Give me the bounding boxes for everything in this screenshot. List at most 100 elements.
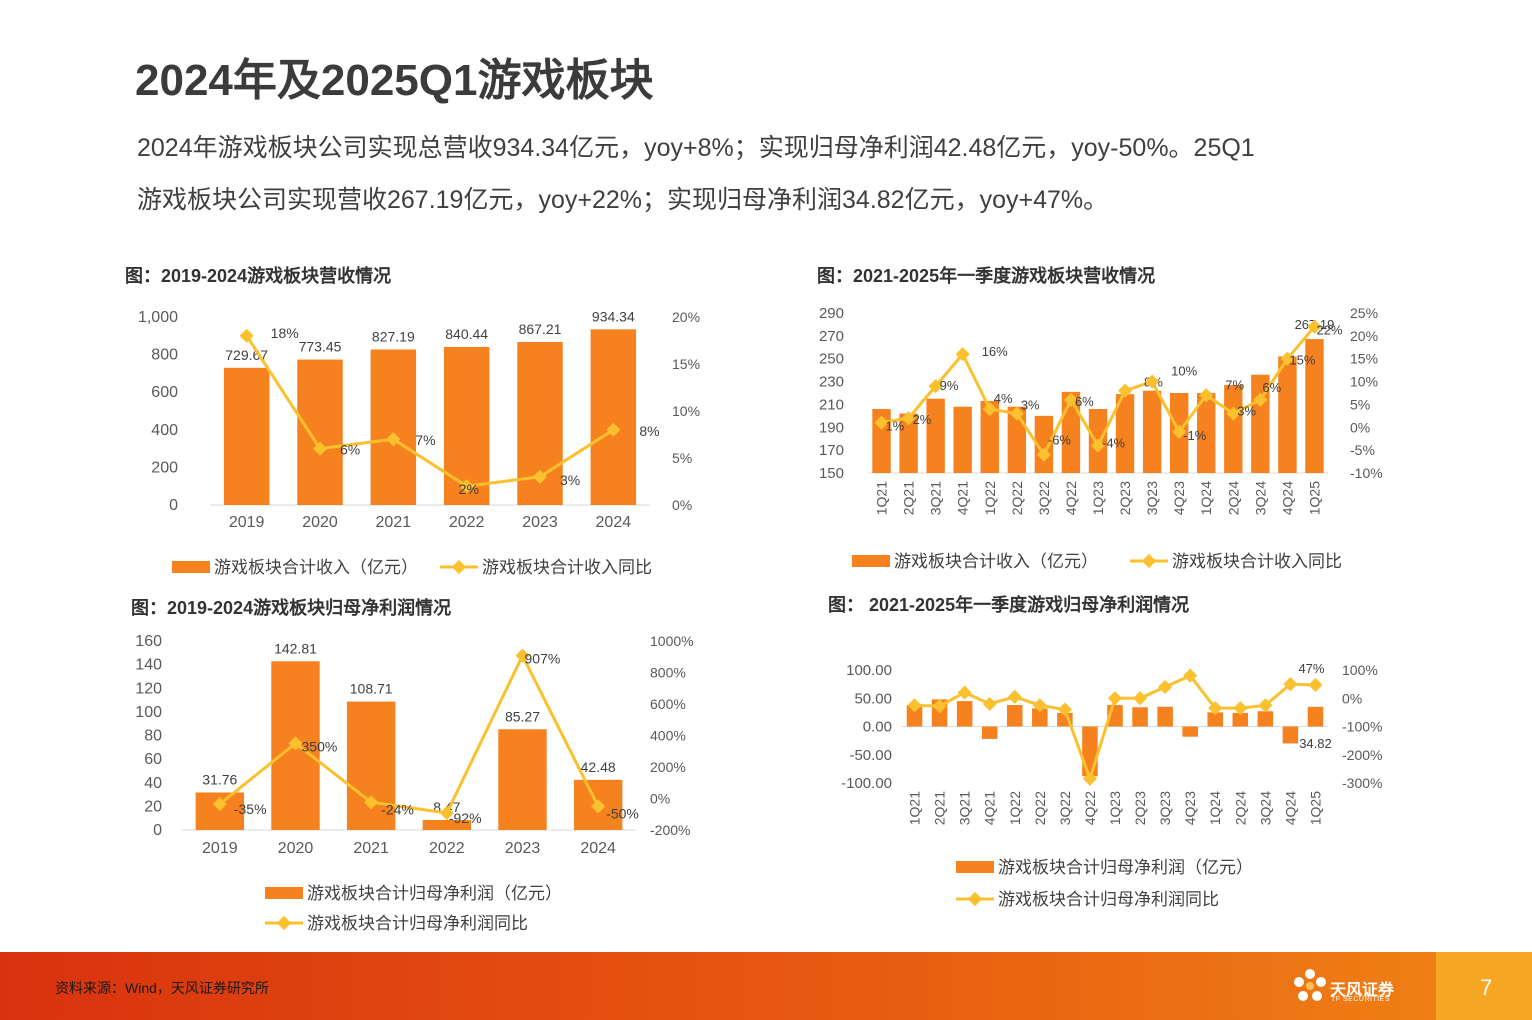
y-tick-label: 60: [144, 751, 162, 768]
y-tick-label: 250: [819, 351, 844, 368]
yoy-marker: [1117, 383, 1133, 398]
bar: [498, 729, 547, 830]
y2-tick-label: 15%: [672, 356, 700, 372]
y2-tick-label: 20%: [1350, 328, 1378, 344]
yoy-marker: [312, 441, 328, 456]
legend-bar-label: 游戏板块合计归母净利润（亿元）: [307, 884, 562, 903]
yoy-data-label: 9%: [940, 378, 959, 393]
legend-line-marker: [1141, 553, 1157, 569]
category-label: 1Q25: [1306, 481, 1322, 515]
bar: [1282, 726, 1299, 744]
bar: [980, 401, 999, 473]
yoy-data-label: -4%: [1102, 436, 1126, 451]
category-label: 2Q21: [901, 481, 917, 515]
yoy-marker: [1082, 771, 1098, 786]
y-tick-label: 400: [151, 422, 178, 439]
category-label: 4Q21: [955, 481, 971, 515]
y-tick-label: 800: [151, 347, 178, 364]
y-tick-label: 600: [151, 384, 178, 401]
yoy-data-label: 2%: [459, 481, 479, 497]
category-label: 2Q22: [1032, 791, 1048, 825]
yoy-data-label: 3%: [560, 472, 580, 488]
bar: [297, 359, 343, 505]
yoy-data-label: -50%: [606, 805, 639, 821]
legend-line-marker: [451, 559, 467, 575]
y2-tick-label: 0%: [1350, 419, 1370, 435]
chart-profit-quarterly: -100.00 -50.00 0.00 50.00 100.00 -300% -200% -1…: [841, 661, 1382, 909]
y-tick-label: 140: [135, 657, 162, 674]
y-tick-label: 190: [819, 419, 844, 436]
category-label: 4Q24: [1282, 791, 1298, 825]
yoy-data-label: 47%: [1298, 661, 1324, 676]
bar: [1032, 708, 1048, 727]
bar: [1157, 706, 1173, 727]
bar: [1142, 390, 1162, 473]
bar-data-label: 773.45: [299, 339, 342, 355]
legend-line-marker: [967, 891, 983, 907]
footer-bar: [0, 952, 1532, 1020]
y2-tick-label: 20%: [672, 309, 700, 325]
yoy-line: [914, 673, 1316, 784]
category-label: 2022: [449, 514, 485, 531]
bar: [1224, 385, 1243, 473]
page-title: 2024年及2025Q1游戏板块: [135, 56, 654, 105]
yoy-data-label: 2%: [913, 412, 932, 427]
legend-line-label: 游戏板块合计归母净利润同比: [307, 914, 528, 933]
yoy-data-label: 1%: [886, 419, 905, 434]
summary-line-2: 游戏板块公司实现营收267.19亿元，yoy+22%；实现归母净利润34.82亿…: [137, 186, 1109, 214]
legend-line-marker: [276, 915, 292, 931]
yoy-marker: [1063, 392, 1079, 407]
category-label: 3Q21: [928, 481, 944, 515]
category-label: 2022: [429, 840, 465, 857]
y-tick-label: 40: [144, 775, 162, 792]
bar-data-label: 867.21: [519, 321, 562, 337]
y-tick-label: 100.00: [846, 662, 892, 679]
y-tick-label: -100.00: [841, 775, 892, 792]
legend-line-label: 游戏板块合计收入同比: [482, 558, 652, 577]
y2-tick-label: 0%: [650, 791, 670, 807]
yoy-data-label: -1%: [1183, 428, 1207, 443]
chart-title-revenue-quarterly: 图：2021-2025年一季度游戏板块营收情况: [817, 266, 1156, 286]
y2-tick-label: 0%: [1342, 690, 1362, 706]
chart-profit-annual: 0 20 40 60 80 100 120 140 160 -200% 0% 200% 400% 600%…: [135, 633, 693, 933]
category-label: 1Q23: [1090, 481, 1106, 515]
bar-data-label: 934.34: [592, 308, 635, 324]
yoy-marker: [1308, 677, 1323, 693]
bar: [1307, 706, 1324, 727]
y-tick-label: 230: [819, 374, 844, 391]
y2-tick-label: -100%: [1342, 719, 1382, 735]
category-label: 2020: [302, 514, 338, 531]
category-label: 4Q24: [1279, 481, 1295, 515]
bar: [899, 413, 918, 473]
category-label: 1Q22: [1007, 791, 1023, 825]
yoy-data-label: 10%: [1171, 364, 1197, 379]
category-label: 3Q24: [1252, 481, 1268, 515]
y-tick-label: -50.00: [849, 747, 892, 764]
legend-bar-swatch: [265, 887, 303, 899]
y-tick-label: 210: [819, 396, 844, 413]
summary-text: 2024年游戏板块公司实现总营收934.34亿元，yoy+8%；实现归母净利润4…: [137, 122, 1407, 226]
yoy-data-label: 16%: [982, 344, 1008, 359]
category-label: 3Q23: [1144, 481, 1160, 515]
yoy-data-label: 907%: [525, 651, 561, 667]
bar: [906, 705, 923, 727]
bar: [590, 329, 637, 505]
category-label: 1Q23: [1107, 791, 1123, 825]
page-number-box: [1436, 952, 1532, 1020]
y-tick-label: 160: [135, 633, 162, 650]
bar: [1232, 712, 1249, 727]
yoy-data-label: 15%: [1289, 353, 1315, 368]
yoy-marker: [1132, 691, 1148, 706]
y-tick-label: 20: [144, 798, 162, 815]
yoy-data-label: 3%: [1021, 398, 1040, 413]
legend-bar-swatch: [172, 561, 210, 573]
category-label: 3Q21: [957, 791, 973, 825]
y-tick-label: 170: [819, 442, 844, 459]
bar: [1182, 726, 1198, 737]
bar: [1115, 394, 1135, 473]
bar: [223, 367, 270, 505]
category-label: 2024: [596, 514, 632, 531]
yoy-marker: [1090, 438, 1106, 453]
yoy-data-label: 4%: [994, 391, 1013, 406]
category-label: 2023: [505, 840, 541, 857]
